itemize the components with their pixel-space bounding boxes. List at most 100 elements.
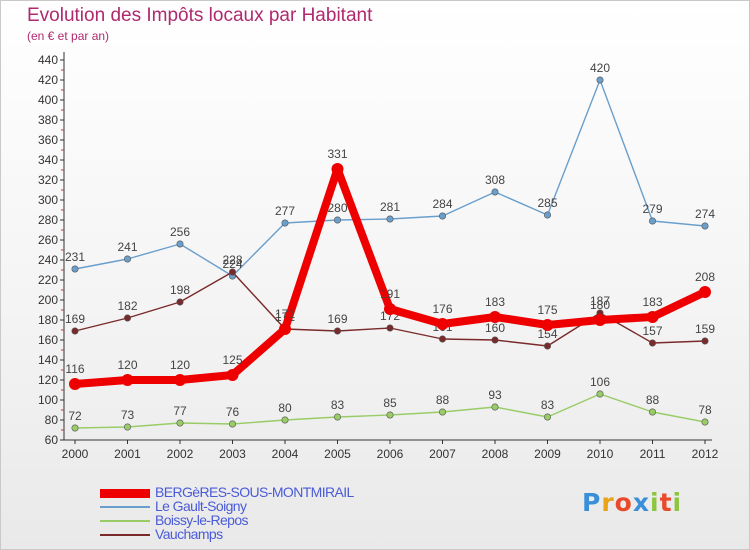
chart-title: Evolution des Impôts locaux par Habitant [27, 5, 373, 26]
data-label: 120 [117, 358, 137, 372]
data-point [701, 337, 709, 345]
y-tick-label: 300 [38, 193, 58, 207]
data-point [438, 408, 446, 416]
data-point [491, 188, 499, 196]
y-tick-label: 360 [38, 133, 58, 147]
x-tick-label: 2004 [272, 447, 299, 461]
data-point [71, 327, 79, 335]
data-point [124, 314, 132, 322]
data-label: 280 [327, 201, 347, 215]
data-point [701, 418, 709, 426]
data-point [281, 416, 289, 424]
x-tick-label: 2000 [62, 447, 89, 461]
data-point [596, 390, 604, 398]
logo-letter: t [659, 488, 673, 517]
data-label: 180 [590, 298, 610, 312]
logo-letter: i [650, 488, 660, 517]
data-point [491, 403, 499, 411]
y-tick-label: 100 [38, 393, 58, 407]
x-tick-label: 2002 [167, 447, 194, 461]
data-label: 106 [590, 375, 610, 389]
data-point [69, 378, 81, 390]
data-label: 83 [331, 398, 345, 412]
data-label: 160 [485, 321, 505, 335]
data-label: 116 [65, 362, 84, 376]
x-tick-label: 2012 [692, 447, 719, 461]
data-label: 224 [222, 257, 242, 271]
x-tick-label: 2003 [219, 447, 246, 461]
logo-letter: i [672, 488, 683, 517]
data-label: 231 [65, 250, 85, 264]
data-point [124, 255, 132, 263]
data-point [331, 163, 344, 175]
proxiti-logo: Proxiti [582, 488, 682, 517]
data-label: 284 [432, 197, 452, 211]
data-label: 85 [383, 396, 397, 410]
data-point [491, 336, 499, 344]
x-tick-label: 2011 [640, 447, 666, 461]
data-point [386, 324, 394, 332]
data-label: 277 [275, 204, 295, 218]
data-point [543, 413, 551, 421]
data-point [333, 327, 341, 335]
data-point [121, 374, 134, 386]
x-tick-label: 2001 [114, 447, 141, 461]
data-point [701, 222, 709, 230]
data-label: 88 [436, 393, 450, 407]
data-label: 157 [642, 324, 662, 338]
data-label: 154 [537, 327, 557, 341]
data-point [489, 311, 501, 323]
data-point [646, 311, 659, 323]
data-point [648, 339, 656, 347]
x-tick-label: 2009 [534, 447, 561, 461]
y-tick-label: 340 [38, 153, 58, 167]
y-tick-label: 200 [38, 293, 58, 307]
data-point [71, 424, 79, 432]
data-label: 169 [327, 312, 347, 326]
data-point [176, 298, 184, 306]
y-tick-label: 380 [38, 113, 58, 127]
data-label: 78 [698, 403, 712, 417]
series-line [74, 79, 706, 277]
data-label: 281 [380, 200, 400, 214]
data-point [226, 369, 239, 381]
data-label: 72 [68, 409, 82, 423]
data-label: 125 [222, 353, 242, 367]
legend-label: Le Gault-Soigny [155, 498, 247, 514]
legend-label: Vauchamps [155, 526, 223, 542]
legend-label: Boissy-le-Repos [155, 512, 249, 528]
data-point [436, 318, 449, 330]
x-tick-label: 2005 [324, 447, 351, 461]
data-label: 285 [537, 196, 557, 210]
data-point [333, 216, 341, 224]
data-point [124, 423, 132, 431]
data-point [71, 265, 79, 273]
y-tick-label: 280 [38, 213, 58, 227]
data-point [281, 219, 289, 227]
data-label: 171 [275, 307, 295, 321]
data-point [543, 342, 551, 350]
data-point [386, 215, 394, 223]
logo-letter: x [632, 488, 650, 517]
legend-swatch [100, 489, 150, 498]
data-point [174, 374, 186, 386]
y-tick-label: 240 [38, 253, 58, 267]
y-tick-label: 260 [38, 233, 58, 247]
y-tick-label: 320 [38, 173, 58, 187]
data-label: 159 [695, 322, 715, 336]
data-label: 77 [173, 404, 187, 418]
data-label: 93 [488, 388, 502, 402]
data-label: 279 [642, 202, 662, 216]
legend-swatch [100, 506, 150, 508]
data-label: 198 [170, 283, 190, 297]
data-label: 83 [541, 398, 555, 412]
y-tick-label: 140 [38, 353, 58, 367]
data-label: 175 [537, 303, 557, 317]
data-label: 191 [380, 287, 400, 301]
x-tick-label: 2008 [482, 447, 509, 461]
data-label: 228 [222, 253, 242, 267]
x-tick-label: 2006 [377, 447, 404, 461]
data-label: 182 [117, 299, 137, 313]
data-label: 183 [485, 295, 505, 309]
